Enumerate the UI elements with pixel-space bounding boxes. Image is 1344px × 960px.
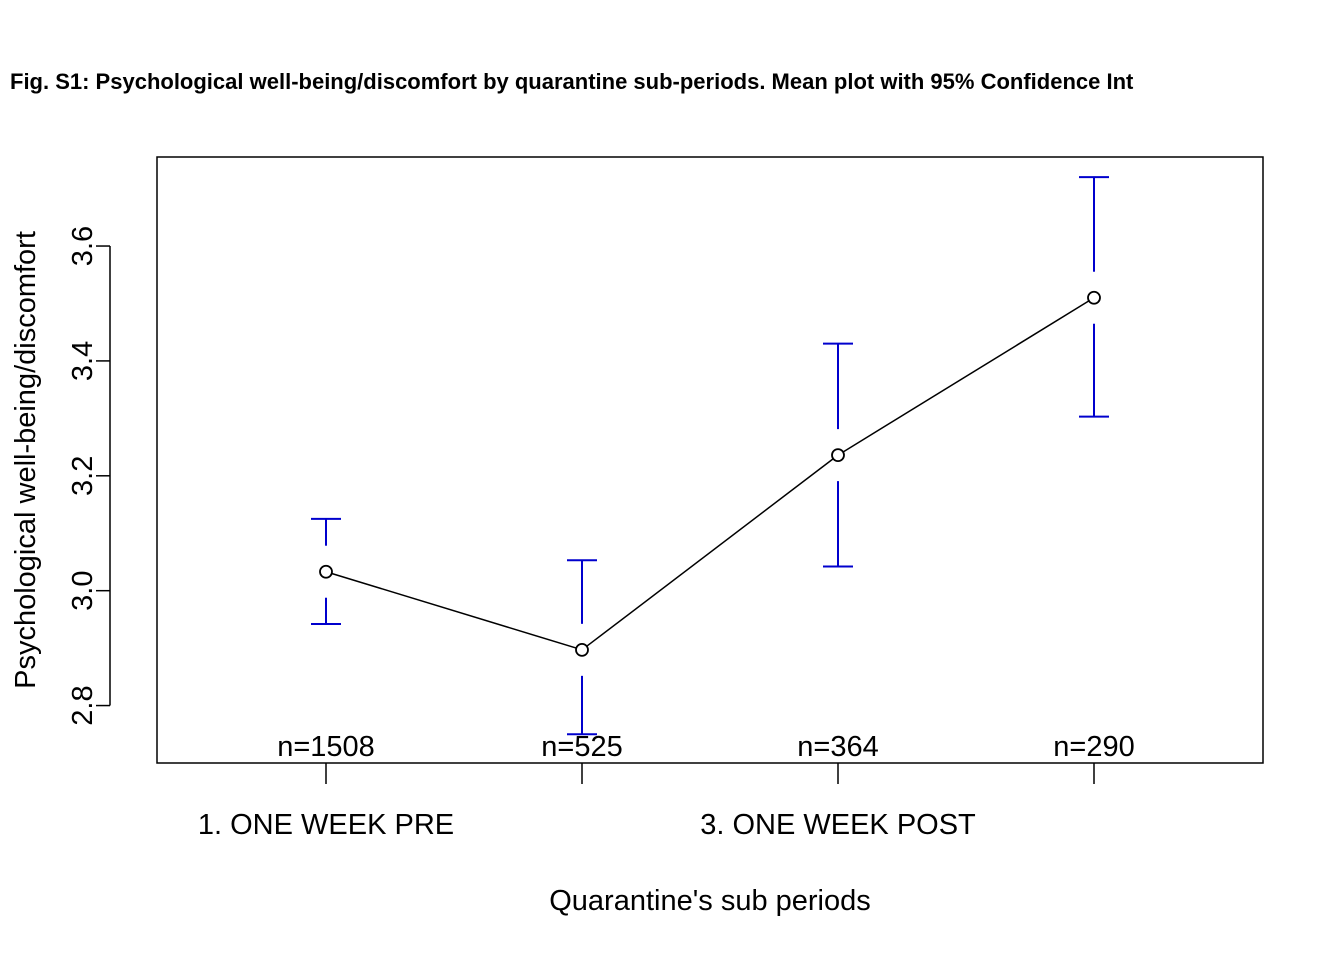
mean-point bbox=[319, 564, 333, 579]
mean-point bbox=[1087, 290, 1101, 305]
error-bars bbox=[311, 176, 1109, 736]
plot-frame bbox=[156, 156, 1264, 764]
mean-line-segment bbox=[586, 458, 834, 647]
mean-point bbox=[575, 642, 589, 657]
x-tick-label: 3. ONE WEEK POST bbox=[700, 809, 976, 841]
x-axis-title: Quarantine's sub periods bbox=[549, 885, 871, 917]
x-tick-label: 1. ONE WEEK PRE bbox=[198, 809, 454, 841]
y-axis-title: Psychological well-being/discomfort bbox=[10, 231, 42, 689]
y-tick-label: 3.4 bbox=[67, 341, 99, 381]
y-tick-label: 3.0 bbox=[67, 571, 99, 611]
mean-line-segment bbox=[331, 572, 577, 649]
mean-series bbox=[319, 290, 1101, 657]
n-label: n=525 bbox=[541, 731, 622, 763]
mean-line-segment bbox=[842, 300, 1090, 453]
n-label: n=364 bbox=[797, 731, 878, 763]
x-axis: 1. ONE WEEK PRE 3. ONE WEEK POST bbox=[198, 763, 1095, 841]
y-tick-label: 3.6 bbox=[67, 226, 99, 266]
n-label: n=1508 bbox=[277, 731, 375, 763]
sample-size-labels: n=1508 n=525 n=364 n=290 bbox=[277, 731, 1135, 763]
y-axis: 2.8 3.0 3.2 3.4 3.6 bbox=[67, 226, 111, 726]
chart-title: Fig. S1: Psychological well-being/discom… bbox=[10, 69, 1134, 94]
y-tick-label: 2.8 bbox=[67, 685, 99, 725]
mean-point bbox=[831, 448, 845, 463]
y-tick-label: 3.2 bbox=[67, 456, 99, 496]
n-label: n=290 bbox=[1053, 731, 1134, 763]
